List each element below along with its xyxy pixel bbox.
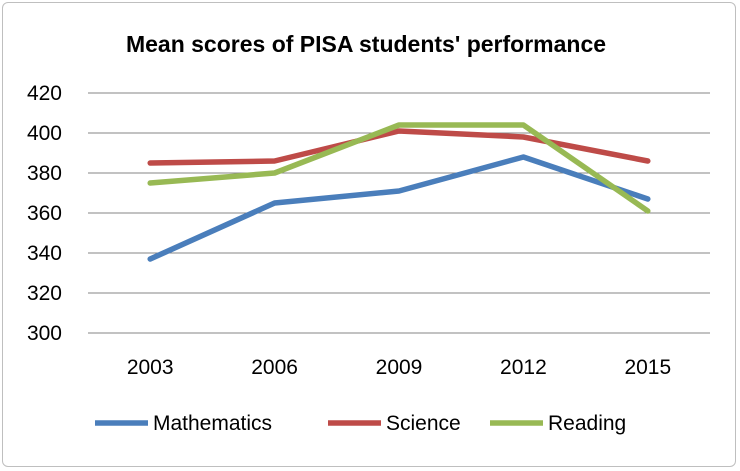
x-tick-label: 2006 — [251, 356, 298, 379]
y-tick-label: 340 — [27, 242, 62, 265]
y-tick-label: 380 — [27, 162, 62, 185]
x-tick-label: 2009 — [376, 356, 423, 379]
x-tick-label: 2003 — [127, 356, 174, 379]
legend-label-reading: Reading — [548, 412, 626, 435]
legend: Mathematics Science Reading — [95, 412, 626, 435]
legend-label-mathematics: Mathematics — [153, 412, 272, 435]
series-lines — [147, 122, 651, 262]
y-tick-label: 360 — [27, 202, 62, 225]
series-line-mathematics — [147, 154, 651, 262]
y-tick-label: 300 — [27, 322, 62, 345]
x-axis-ticks: 2003 2006 2009 2012 2015 — [127, 356, 671, 379]
legend-label-science: Science — [386, 412, 461, 435]
y-tick-label: 420 — [27, 82, 62, 105]
chart-frame — [2, 2, 736, 467]
series-line-reading — [147, 122, 651, 214]
x-tick-label: 2012 — [500, 356, 547, 379]
y-tick-label: 400 — [27, 122, 62, 145]
chart-title: Mean scores of PISA students' performanc… — [126, 31, 606, 57]
y-axis-ticks: 300 320 340 360 380 400 420 — [27, 82, 62, 345]
x-tick-label: 2015 — [624, 356, 671, 379]
y-tick-label: 320 — [27, 282, 62, 305]
